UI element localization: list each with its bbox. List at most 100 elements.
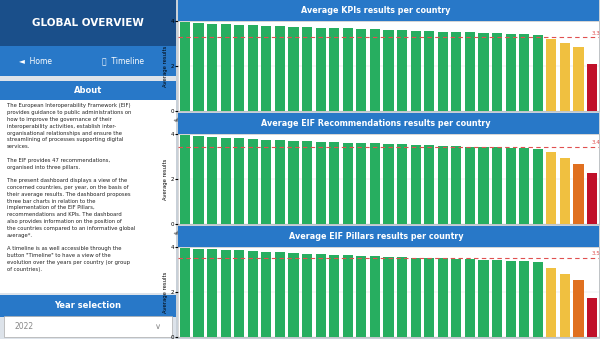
Bar	[180, 248, 190, 337]
Bar	[424, 145, 434, 224]
Bar	[492, 33, 502, 111]
Bar	[0, 46, 176, 76]
Bar	[574, 280, 584, 337]
Y-axis label: Average results: Average results	[163, 46, 168, 87]
Bar	[180, 22, 190, 111]
X-axis label: COUNTRIES: COUNTRIES	[373, 248, 404, 253]
Bar	[424, 258, 434, 337]
Bar	[234, 138, 244, 224]
Text: Average EIF Pillars results per country: Average EIF Pillars results per country	[289, 232, 463, 241]
Bar	[506, 34, 515, 111]
Bar	[262, 140, 271, 224]
Bar	[397, 144, 407, 224]
Bar	[478, 147, 488, 224]
X-axis label: COUNTRIES: COUNTRIES	[373, 135, 404, 140]
Bar	[587, 298, 597, 337]
Bar	[370, 256, 380, 337]
Text: 🔖  Timeline: 🔖 Timeline	[102, 57, 144, 65]
Bar	[234, 25, 244, 111]
Y-axis label: Average results: Average results	[163, 272, 168, 313]
Bar	[424, 31, 434, 111]
Bar	[451, 32, 461, 111]
Bar	[546, 39, 556, 111]
Bar	[343, 28, 353, 111]
Bar	[492, 147, 502, 224]
Bar	[316, 142, 326, 224]
Bar	[451, 259, 461, 337]
Bar	[302, 254, 312, 337]
Bar	[221, 24, 231, 111]
Bar	[478, 33, 488, 111]
Bar	[587, 64, 597, 111]
Bar	[519, 34, 529, 111]
Bar	[506, 148, 515, 224]
Bar	[383, 257, 394, 337]
Bar	[207, 137, 217, 224]
Bar	[465, 33, 475, 111]
Bar	[316, 255, 326, 337]
Bar	[207, 24, 217, 111]
Bar	[465, 146, 475, 224]
Bar	[262, 26, 271, 111]
Bar	[329, 28, 340, 111]
Bar	[329, 255, 340, 337]
Bar	[248, 139, 258, 224]
Bar	[397, 257, 407, 337]
Bar	[275, 26, 285, 111]
Bar	[560, 43, 570, 111]
Bar	[519, 148, 529, 224]
Bar	[302, 27, 312, 111]
Bar	[370, 143, 380, 224]
Bar	[289, 141, 299, 224]
Bar	[180, 135, 190, 224]
Bar	[356, 256, 367, 337]
Bar	[465, 259, 475, 337]
Bar	[193, 136, 203, 224]
Bar	[302, 141, 312, 224]
Text: 3.31: 3.31	[592, 31, 600, 36]
Bar	[329, 142, 340, 224]
Bar	[574, 47, 584, 111]
Bar	[451, 146, 461, 224]
Bar	[410, 145, 421, 224]
Bar	[221, 138, 231, 224]
Bar	[4, 316, 172, 337]
Bar	[410, 258, 421, 337]
Bar	[262, 252, 271, 337]
Bar	[193, 23, 203, 111]
Bar	[492, 260, 502, 337]
Bar	[0, 295, 176, 317]
Bar	[506, 261, 515, 337]
Text: The European Interoperability Framework (EIF)
provides guidance to public admini: The European Interoperability Framework …	[7, 103, 135, 272]
Bar	[221, 250, 231, 337]
Bar	[560, 275, 570, 337]
Text: About: About	[74, 86, 102, 95]
Bar	[437, 146, 448, 224]
Bar	[383, 144, 394, 224]
Bar	[560, 158, 570, 224]
Bar	[0, 81, 176, 100]
Bar	[574, 164, 584, 224]
Bar	[248, 25, 258, 111]
Text: Year selection: Year selection	[55, 301, 121, 311]
Bar	[289, 253, 299, 337]
Bar	[0, 0, 176, 46]
Bar	[397, 30, 407, 111]
Bar	[207, 249, 217, 337]
Bar	[587, 173, 597, 224]
Text: 2022: 2022	[14, 322, 33, 331]
Text: ◄  Home: ◄ Home	[19, 57, 52, 65]
Bar	[0, 100, 176, 293]
Bar	[370, 29, 380, 111]
Bar	[356, 29, 367, 111]
Bar	[410, 31, 421, 111]
Text: GLOBAL OVERVIEW: GLOBAL OVERVIEW	[32, 18, 144, 28]
Bar	[478, 260, 488, 337]
Text: Average EIF Recommendations results per country: Average EIF Recommendations results per …	[261, 119, 491, 128]
Bar	[316, 27, 326, 111]
Bar	[343, 143, 353, 224]
Bar	[248, 251, 258, 337]
Text: 3.46: 3.46	[592, 140, 600, 145]
Bar	[383, 30, 394, 111]
Bar	[275, 253, 285, 337]
